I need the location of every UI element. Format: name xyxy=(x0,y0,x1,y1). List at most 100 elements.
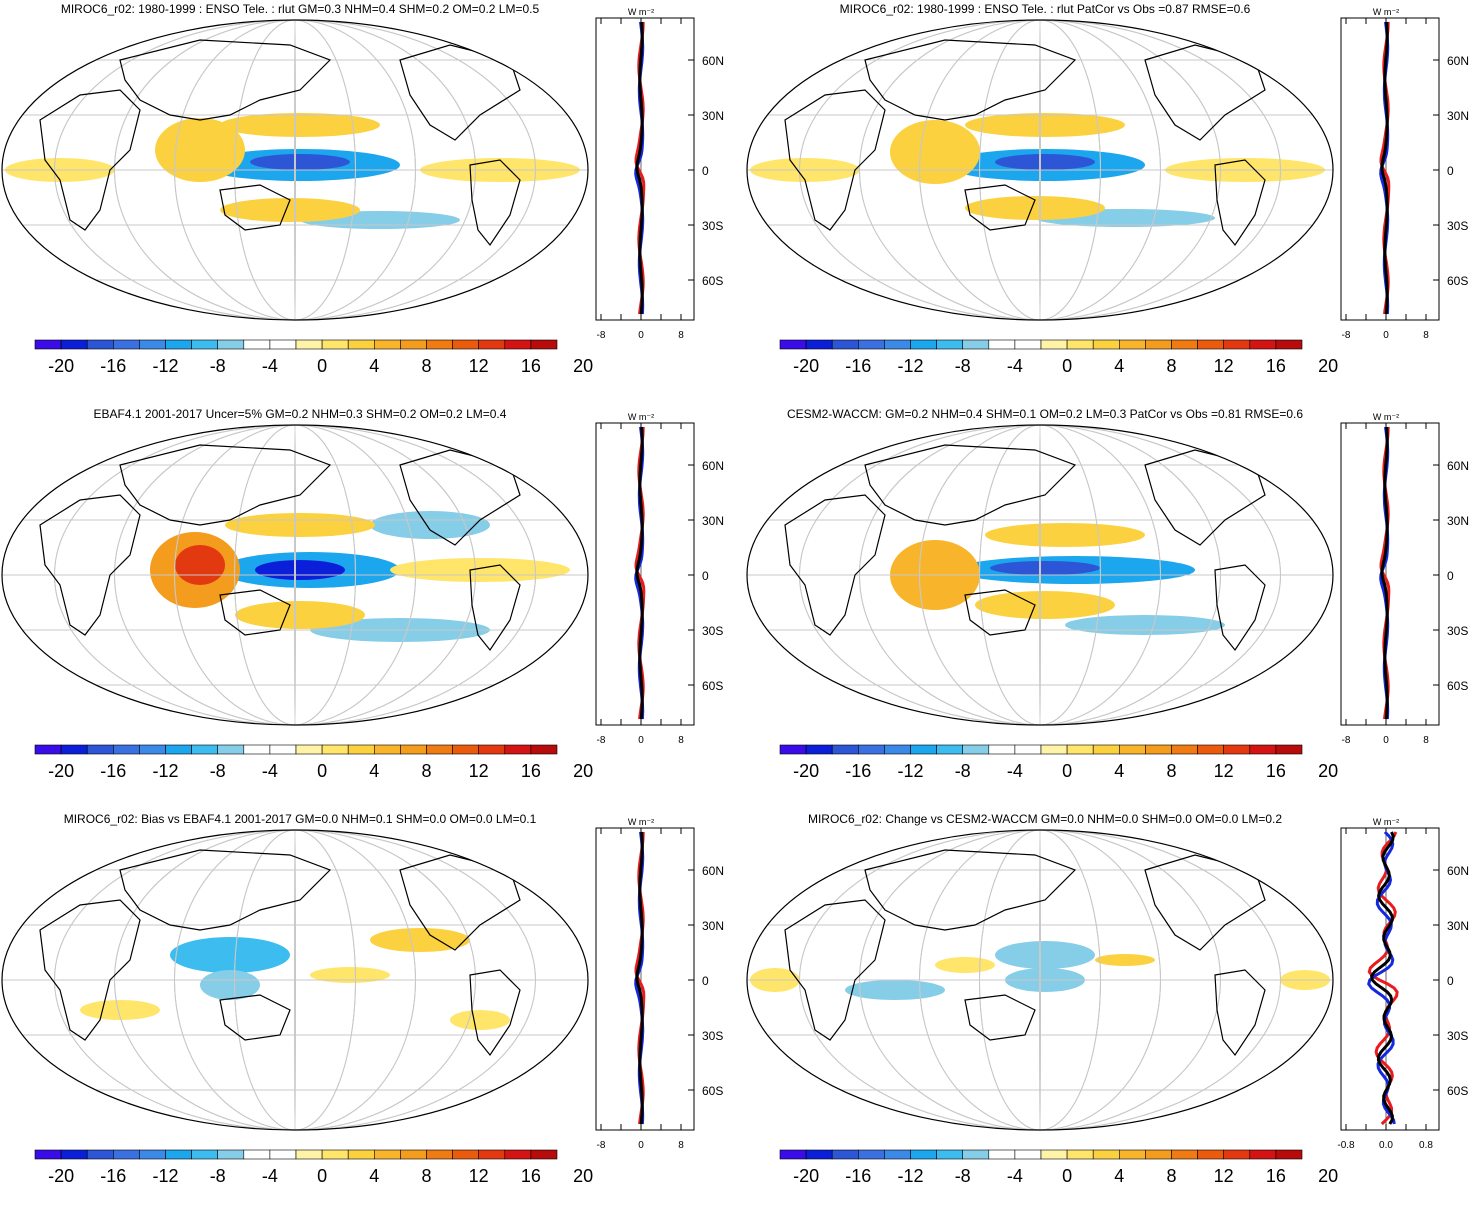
colorbar-tick-label: -8 xyxy=(210,356,226,376)
coastline xyxy=(469,969,521,1057)
colorbar-swatch xyxy=(962,1149,990,1160)
colorbar-tick-label: 0 xyxy=(1062,356,1072,376)
colorbar-swatch xyxy=(321,1149,349,1160)
colorbar-swatch xyxy=(478,744,506,755)
colorbar-swatch xyxy=(962,339,990,350)
colorbar: -20 -16 -12 -8 -4 0 4 8 12 16 20 xyxy=(34,1149,593,1186)
panel-title: MIROC6_r02: Bias vs EBAF4.1 2001-2017 GM… xyxy=(63,812,537,826)
anomaly-region xyxy=(450,1010,510,1030)
colorbar-swatch xyxy=(60,1149,88,1160)
anomaly-region xyxy=(985,523,1145,547)
graticule-meridian xyxy=(919,425,1161,725)
colorbar-tick-label: 16 xyxy=(1266,1166,1286,1186)
anomaly-region xyxy=(965,196,1105,220)
colorbar-swatch xyxy=(217,339,245,350)
world-map xyxy=(747,425,1333,725)
colorbar-tick-label: 20 xyxy=(1318,1166,1338,1186)
colorbar-swatch xyxy=(884,339,911,350)
colorbar-swatch xyxy=(1223,339,1251,350)
colorbar-swatch xyxy=(831,744,859,755)
graticule-meridian xyxy=(979,425,1101,725)
panel-graphics: -20 -16 -12 -8 -4 0 4 8 12 16 20 -8 0 8 W m⁻² 60N 30N 0 30… xyxy=(746,412,1469,781)
coastline xyxy=(864,849,1077,931)
colorbar-swatch xyxy=(884,1149,911,1160)
latitude-label: 0 xyxy=(702,569,709,583)
profile-series-black xyxy=(1370,831,1395,1125)
colorbar-tick-label: 16 xyxy=(521,1166,541,1186)
profile-frame xyxy=(1340,422,1440,726)
colorbar-swatch xyxy=(858,744,885,755)
coastline xyxy=(39,494,141,636)
graticule-meridian xyxy=(979,20,1101,320)
colorbar-swatch xyxy=(805,339,833,350)
colorbar-tick-label: -8 xyxy=(955,1166,971,1186)
latitude-label: 0 xyxy=(702,974,709,988)
latitude-label: 0 xyxy=(1447,974,1454,988)
colorbar-swatch xyxy=(113,1149,140,1160)
latitude-label: 60S xyxy=(1447,679,1468,693)
colorbar-swatch xyxy=(1223,1149,1251,1160)
colorbar-swatch xyxy=(295,339,323,350)
graticule-meridian xyxy=(1039,425,1041,725)
latitude-label: 30S xyxy=(1447,624,1468,638)
profile-units-label: W m⁻² xyxy=(1373,817,1399,827)
colorbar-swatch xyxy=(1249,339,1277,350)
colorbar-swatch xyxy=(347,1149,375,1160)
colorbar-swatch xyxy=(884,744,911,755)
profile-x-tick-label: -8 xyxy=(1342,735,1351,746)
graticule-meridian xyxy=(859,20,1221,320)
graticule-meridian xyxy=(114,20,476,320)
colorbar-swatch xyxy=(504,1149,532,1160)
profile-units-label: W m⁻² xyxy=(628,817,654,827)
graticule-meridian xyxy=(54,20,536,320)
colorbar-swatch xyxy=(1249,1149,1277,1160)
colorbar-swatch xyxy=(504,744,532,755)
colorbar-swatch xyxy=(910,339,937,350)
colorbar-swatch xyxy=(347,339,375,350)
profile-x-tick-label: 0 xyxy=(638,330,644,341)
panel-graphics: -20 -16 -12 -8 -4 0 4 8 12 16 20 -8 0 8 W m⁻² 60N 30N 0 30… xyxy=(746,7,1469,376)
map-border xyxy=(746,424,1334,726)
colorbar-swatch xyxy=(426,339,453,350)
panel-4: CESM2-WACCM: GM=0.2 NHM=0.4 SHM=0.1 OM=0… xyxy=(745,405,1483,800)
colorbar-swatch xyxy=(243,1149,271,1160)
colorbar-swatch xyxy=(86,744,114,755)
colorbar-tick-label: 0 xyxy=(1062,1166,1072,1186)
anomaly-region xyxy=(220,198,360,222)
colorbar-tick-label: -4 xyxy=(1007,356,1023,376)
colorbar-tick-label: -4 xyxy=(262,1166,278,1186)
graticule-meridian xyxy=(54,830,536,1130)
profile-x-tick-label: -0.8 xyxy=(1337,1140,1355,1151)
graticule-meridian xyxy=(234,425,356,725)
colorbar-tick-label: -8 xyxy=(955,761,971,781)
colorbar-tick-label: 8 xyxy=(1166,356,1176,376)
colorbar-swatch xyxy=(426,744,453,755)
profile-x-tick-label: 0.8 xyxy=(1419,1140,1433,1151)
colorbar-swatch xyxy=(478,339,506,350)
anomaly-region xyxy=(990,561,1100,575)
colorbar-swatch xyxy=(452,339,480,350)
latitude-label: 60S xyxy=(1447,274,1468,288)
latitude-label: 60N xyxy=(702,54,724,68)
profile-x-tick-label: -8 xyxy=(597,330,606,341)
anomaly-region xyxy=(235,601,365,629)
colorbar-swatch xyxy=(139,744,166,755)
profile-x-tick-label: 8 xyxy=(678,330,684,341)
anomaly-region xyxy=(890,120,980,184)
graticule-meridian xyxy=(799,425,1281,725)
colorbar-swatch xyxy=(988,1149,1016,1160)
zonal-profile: -8 0 8 W m⁻² 60N 30N 0 30S 60S xyxy=(1340,7,1469,341)
colorbar-tick-label: -16 xyxy=(845,1166,871,1186)
colorbar-swatch xyxy=(1275,339,1303,350)
coastline xyxy=(469,564,521,652)
anomaly-region xyxy=(935,957,995,973)
colorbar-tick-label: -20 xyxy=(48,1166,74,1186)
profile-x-tick-label: -8 xyxy=(597,735,606,746)
colorbar-swatch xyxy=(34,339,62,350)
colorbar-swatch xyxy=(1092,1149,1120,1160)
colorbar-tick-label: -4 xyxy=(262,356,278,376)
anomaly-region xyxy=(255,560,345,580)
panel-title: MIROC6_r02: 1980-1999 : ENSO Tele. : rlu… xyxy=(839,2,1251,16)
colorbar-tick-label: -4 xyxy=(262,761,278,781)
colorbar-tick-label: 0 xyxy=(1062,761,1072,781)
